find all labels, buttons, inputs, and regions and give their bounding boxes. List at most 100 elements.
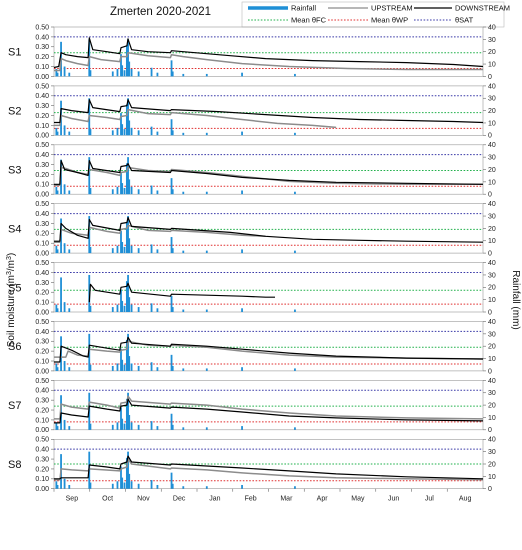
rainfall-bar (128, 297, 131, 312)
rainfall-bar (205, 191, 208, 195)
rainfall-bar (123, 423, 126, 430)
rainfall-bar (205, 132, 208, 136)
rainfall-bar (130, 68, 133, 77)
rainfall-bar (120, 54, 122, 77)
rainfall-bar (111, 307, 114, 312)
y-tick-label-left: 0.20 (35, 231, 49, 238)
rainfall-bar (111, 365, 114, 371)
x-tick-label: Mar (280, 496, 293, 503)
y-tick-label-right: 30 (488, 390, 496, 397)
y-tick-label-right: 10 (488, 415, 496, 422)
rainfall-bar (294, 427, 296, 430)
rainfall-bar (130, 422, 133, 430)
station-label: S5 (8, 282, 21, 294)
rainfall-bar (125, 45, 128, 77)
y-tick-label-right: 0 (488, 74, 492, 81)
rainfall-bar (137, 71, 140, 77)
rainfall-bar (171, 248, 174, 254)
rainfall-bar (111, 483, 114, 489)
y-tick-label-right: 20 (488, 285, 496, 292)
upstream-series (54, 395, 484, 420)
rainfall-bar (116, 245, 119, 254)
rainfall-bar (128, 179, 131, 195)
y-tick-label-right: 10 (488, 179, 496, 186)
rainfall-bar (55, 363, 58, 371)
rainfall-bar (182, 309, 185, 312)
rainfall-bar (63, 419, 66, 430)
legend-downstream-label: DOWNSTREAM (455, 4, 510, 13)
x-tick-label: May (351, 496, 365, 503)
y-tick-label-left: 0.30 (35, 398, 49, 405)
rainfall-bar (116, 68, 119, 77)
rainfall-bar (170, 119, 173, 136)
rainfall-bar (171, 483, 174, 489)
rainfall-bar (130, 186, 133, 195)
rainfall-bar (125, 163, 128, 195)
y-tick-label-left: 0.00 (35, 133, 49, 140)
y-tick-label-left: 0.10 (35, 358, 49, 365)
rainfall-bar (111, 248, 114, 254)
rainfall-bar (55, 245, 58, 254)
x-tick-label: Aug (459, 496, 472, 503)
panel-s8: 0.00 0.10 0.20 0.30 0.40 0.50 0 10 20 30 40 S8 (8, 437, 496, 493)
y-tick-label-right: 30 (488, 37, 496, 44)
rainfall-bar (170, 354, 173, 371)
y-tick-label-left: 0.20 (35, 349, 49, 356)
y-tick-label-left: 0.00 (35, 427, 49, 434)
rainfall-bar (150, 67, 153, 77)
rainfall-bar (170, 60, 173, 77)
rainfall-bar (127, 451, 129, 489)
rainfall-bar (121, 300, 124, 312)
rainfall-bar (127, 392, 129, 430)
rainfall-bar (55, 304, 58, 312)
y-tick-label-left: 0.50 (35, 83, 49, 90)
y-tick-label-left: 0.20 (35, 54, 49, 61)
rainfall-bar (150, 126, 153, 136)
y-tick-label-left: 0.20 (35, 466, 49, 473)
rainfall-bar (55, 186, 58, 195)
rainfall-bar (120, 407, 122, 430)
rainfall-bar (241, 308, 243, 312)
rainfall-bar (55, 127, 58, 136)
y-tick-label-right: 40 (488, 437, 496, 444)
rainfall-bar (294, 73, 296, 77)
rainfall-bar (182, 427, 185, 430)
y-tick-label-left: 0.30 (35, 456, 49, 463)
rainfall-bar (68, 72, 71, 77)
rainfall-bar (130, 127, 133, 136)
legend-fc-label: Mean θFC (291, 16, 327, 25)
y-tick-label-right: 40 (488, 260, 496, 267)
rainfall-bar (111, 189, 114, 195)
rainfall-bar (156, 72, 159, 77)
rainfall-bar (89, 364, 92, 371)
rainfall-bar (137, 483, 140, 489)
rainfall-bar (120, 348, 122, 371)
rainfall-bar (120, 466, 122, 489)
rainfall-bar (116, 186, 119, 195)
rainfall-bar (125, 340, 128, 371)
rainfall-bar (63, 125, 66, 136)
y-tick-label-left: 0.30 (35, 162, 49, 169)
downstream-series (53, 37, 484, 69)
rainfall-bar (68, 367, 71, 371)
rainfall-bar (156, 249, 159, 254)
rainfall-bar (116, 481, 119, 489)
rainfall-bar (123, 129, 126, 136)
rainfall-bar (156, 131, 159, 136)
rainfall-bar (182, 250, 185, 254)
legend-box (241, 1, 505, 28)
station-label: S1 (8, 47, 21, 59)
rainfall-bar (88, 216, 91, 254)
rainfall-bar (56, 367, 59, 371)
rainfall-bar (171, 365, 174, 371)
downstream-series (54, 99, 484, 124)
rainfall-bar (89, 188, 92, 195)
legend: Rainfall UPSTREAM DOWNSTREAM Mean θFC Me… (241, 1, 510, 28)
rainfall-bar (150, 421, 153, 430)
rainfall-bar (56, 190, 59, 195)
rainfall-bar (116, 127, 119, 136)
y-tick-label-left: 0.40 (35, 447, 49, 454)
y-tick-label-left: 0.00 (35, 251, 49, 258)
rainfall-bar (137, 424, 140, 430)
